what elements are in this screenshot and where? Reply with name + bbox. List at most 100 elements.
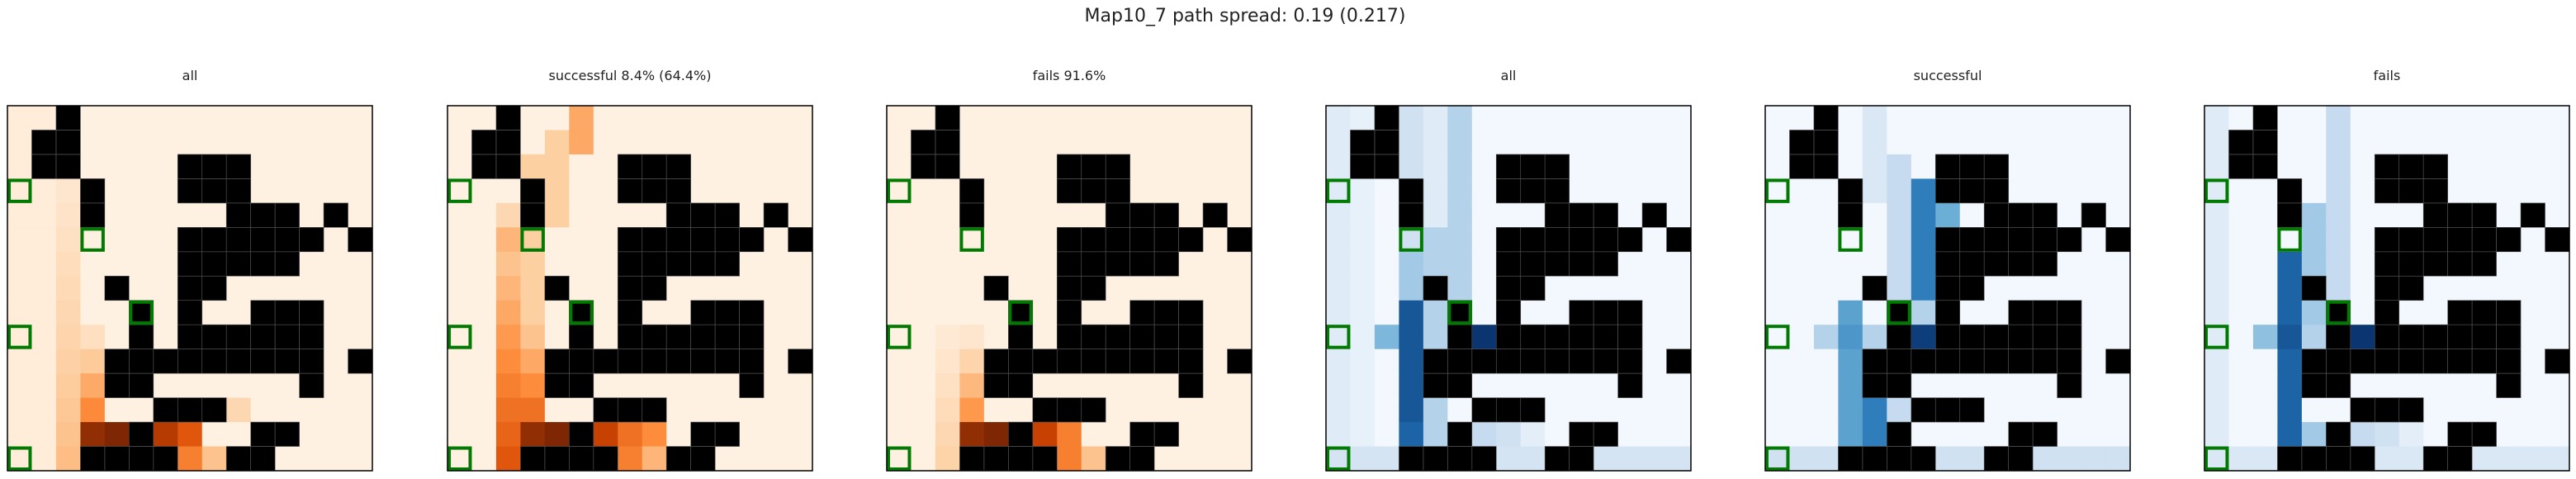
- heat-cell: [1935, 106, 1961, 130]
- heat-cell: [959, 227, 985, 253]
- heat-cell: [715, 178, 741, 204]
- heat-cell: [1789, 397, 1815, 423]
- heat-cell: [129, 276, 154, 301]
- heat-cell: [2496, 178, 2522, 204]
- heat-cell: [2204, 373, 2229, 399]
- wall-cell: [739, 349, 765, 374]
- heat-cell: [1203, 130, 1229, 155]
- heat-cell: [2472, 106, 2498, 130]
- heat-cell: [887, 446, 912, 472]
- heat-cell: [1471, 422, 1497, 448]
- heat-cell: [2423, 422, 2449, 448]
- heat-cell: [201, 446, 227, 472]
- heat-cell: [1984, 130, 2010, 155]
- heat-cell: [2350, 422, 2375, 448]
- wall-cell: [226, 178, 252, 204]
- heat-cell: [2545, 276, 2570, 301]
- heat-cell: [1642, 422, 1668, 448]
- heat-cell: [55, 422, 81, 448]
- heat-cell: [1032, 227, 1058, 253]
- heat-cell: [275, 373, 301, 399]
- heat-cell: [2496, 106, 2522, 130]
- wall-cell: [275, 300, 301, 325]
- heat-cell: [1447, 276, 1473, 301]
- heat-cell: [569, 178, 594, 204]
- wall-cell: [1008, 325, 1034, 350]
- heat-cell: [299, 202, 324, 228]
- heat-cell: [642, 446, 667, 472]
- heat-cell: [788, 397, 813, 423]
- heat-cell: [447, 349, 472, 374]
- heat-cell: [887, 251, 912, 277]
- heat-cell: [2326, 178, 2351, 204]
- heat-cell: [1350, 349, 1376, 374]
- wall-outline: [1447, 372, 1473, 398]
- heat-cell: [1447, 251, 1473, 277]
- wall-cell: [1617, 300, 1643, 325]
- heat-cell: [153, 130, 178, 155]
- heat-cell: [1471, 300, 1497, 325]
- heat-cell: [1032, 422, 1058, 448]
- heat-cell: [1326, 349, 1351, 374]
- heat-cell: [7, 373, 32, 399]
- wall-cell: [226, 325, 252, 350]
- wall-cell: [2375, 397, 2400, 423]
- heat-cell: [1862, 178, 1887, 204]
- heat-cell: [1813, 349, 1839, 374]
- heat-cell: [201, 202, 227, 228]
- heat-cell: [2277, 276, 2303, 301]
- heat-cell: [7, 106, 32, 130]
- heat-cell: [618, 130, 643, 155]
- heat-cell: [2033, 397, 2058, 423]
- wall-cell: [226, 251, 252, 277]
- panel-frame: [1764, 105, 2131, 472]
- heat-cell: [2545, 300, 2570, 325]
- heat-cell: [1374, 325, 1399, 350]
- heat-cell: [299, 251, 324, 277]
- wall-cell: [2447, 251, 2473, 277]
- heat-cell: [178, 106, 203, 130]
- heat-cell: [544, 178, 570, 204]
- heat-cell: [55, 325, 81, 350]
- heat-cell: [1178, 446, 1204, 472]
- heat-cell: [2204, 202, 2229, 228]
- heat-cell: [1813, 422, 1839, 448]
- wall-outline: [2398, 275, 2424, 301]
- heat-cell: [1617, 276, 1643, 301]
- wall-cell: [569, 373, 594, 399]
- heat-cell: [324, 227, 349, 253]
- heat-cell: [1057, 446, 1082, 472]
- heat-cell: [1399, 373, 1424, 399]
- wall-cell: [618, 300, 643, 325]
- heat-cell: [2228, 106, 2254, 130]
- heat-cell: [2057, 446, 2082, 472]
- heat-cell: [31, 227, 57, 253]
- goal-marker: [520, 227, 545, 252]
- wall-cell: [2105, 227, 2131, 253]
- heat-cell: [1057, 373, 1082, 399]
- heat-cell: [2521, 349, 2546, 374]
- heat-cell: [788, 154, 813, 179]
- wall-cell: [1178, 227, 1204, 253]
- wall-cell: [1545, 227, 1570, 253]
- heat-cell: [2033, 446, 2058, 472]
- wall-cell: [1129, 227, 1155, 253]
- heat-cell: [2081, 373, 2107, 399]
- heat-cell: [1008, 202, 1034, 228]
- heat-cell: [153, 422, 178, 448]
- wall-cell: [1350, 154, 1376, 179]
- heat-cell: [2277, 349, 2303, 374]
- heat-cell: [471, 373, 497, 399]
- wall-cell: [2472, 227, 2498, 253]
- heat-cell: [1203, 178, 1229, 204]
- heat-cell: [593, 251, 618, 277]
- wall-cell: [1569, 349, 1594, 374]
- heat-cell: [1935, 130, 1961, 155]
- wall-cell: [1008, 300, 1034, 325]
- heat-cell: [1789, 276, 1815, 301]
- wall-cell: [2057, 373, 2082, 399]
- heat-cell: [1350, 446, 1376, 472]
- heat-cell: [2301, 227, 2327, 253]
- heat-cell: [1569, 106, 1594, 130]
- heat-cell: [2252, 446, 2278, 472]
